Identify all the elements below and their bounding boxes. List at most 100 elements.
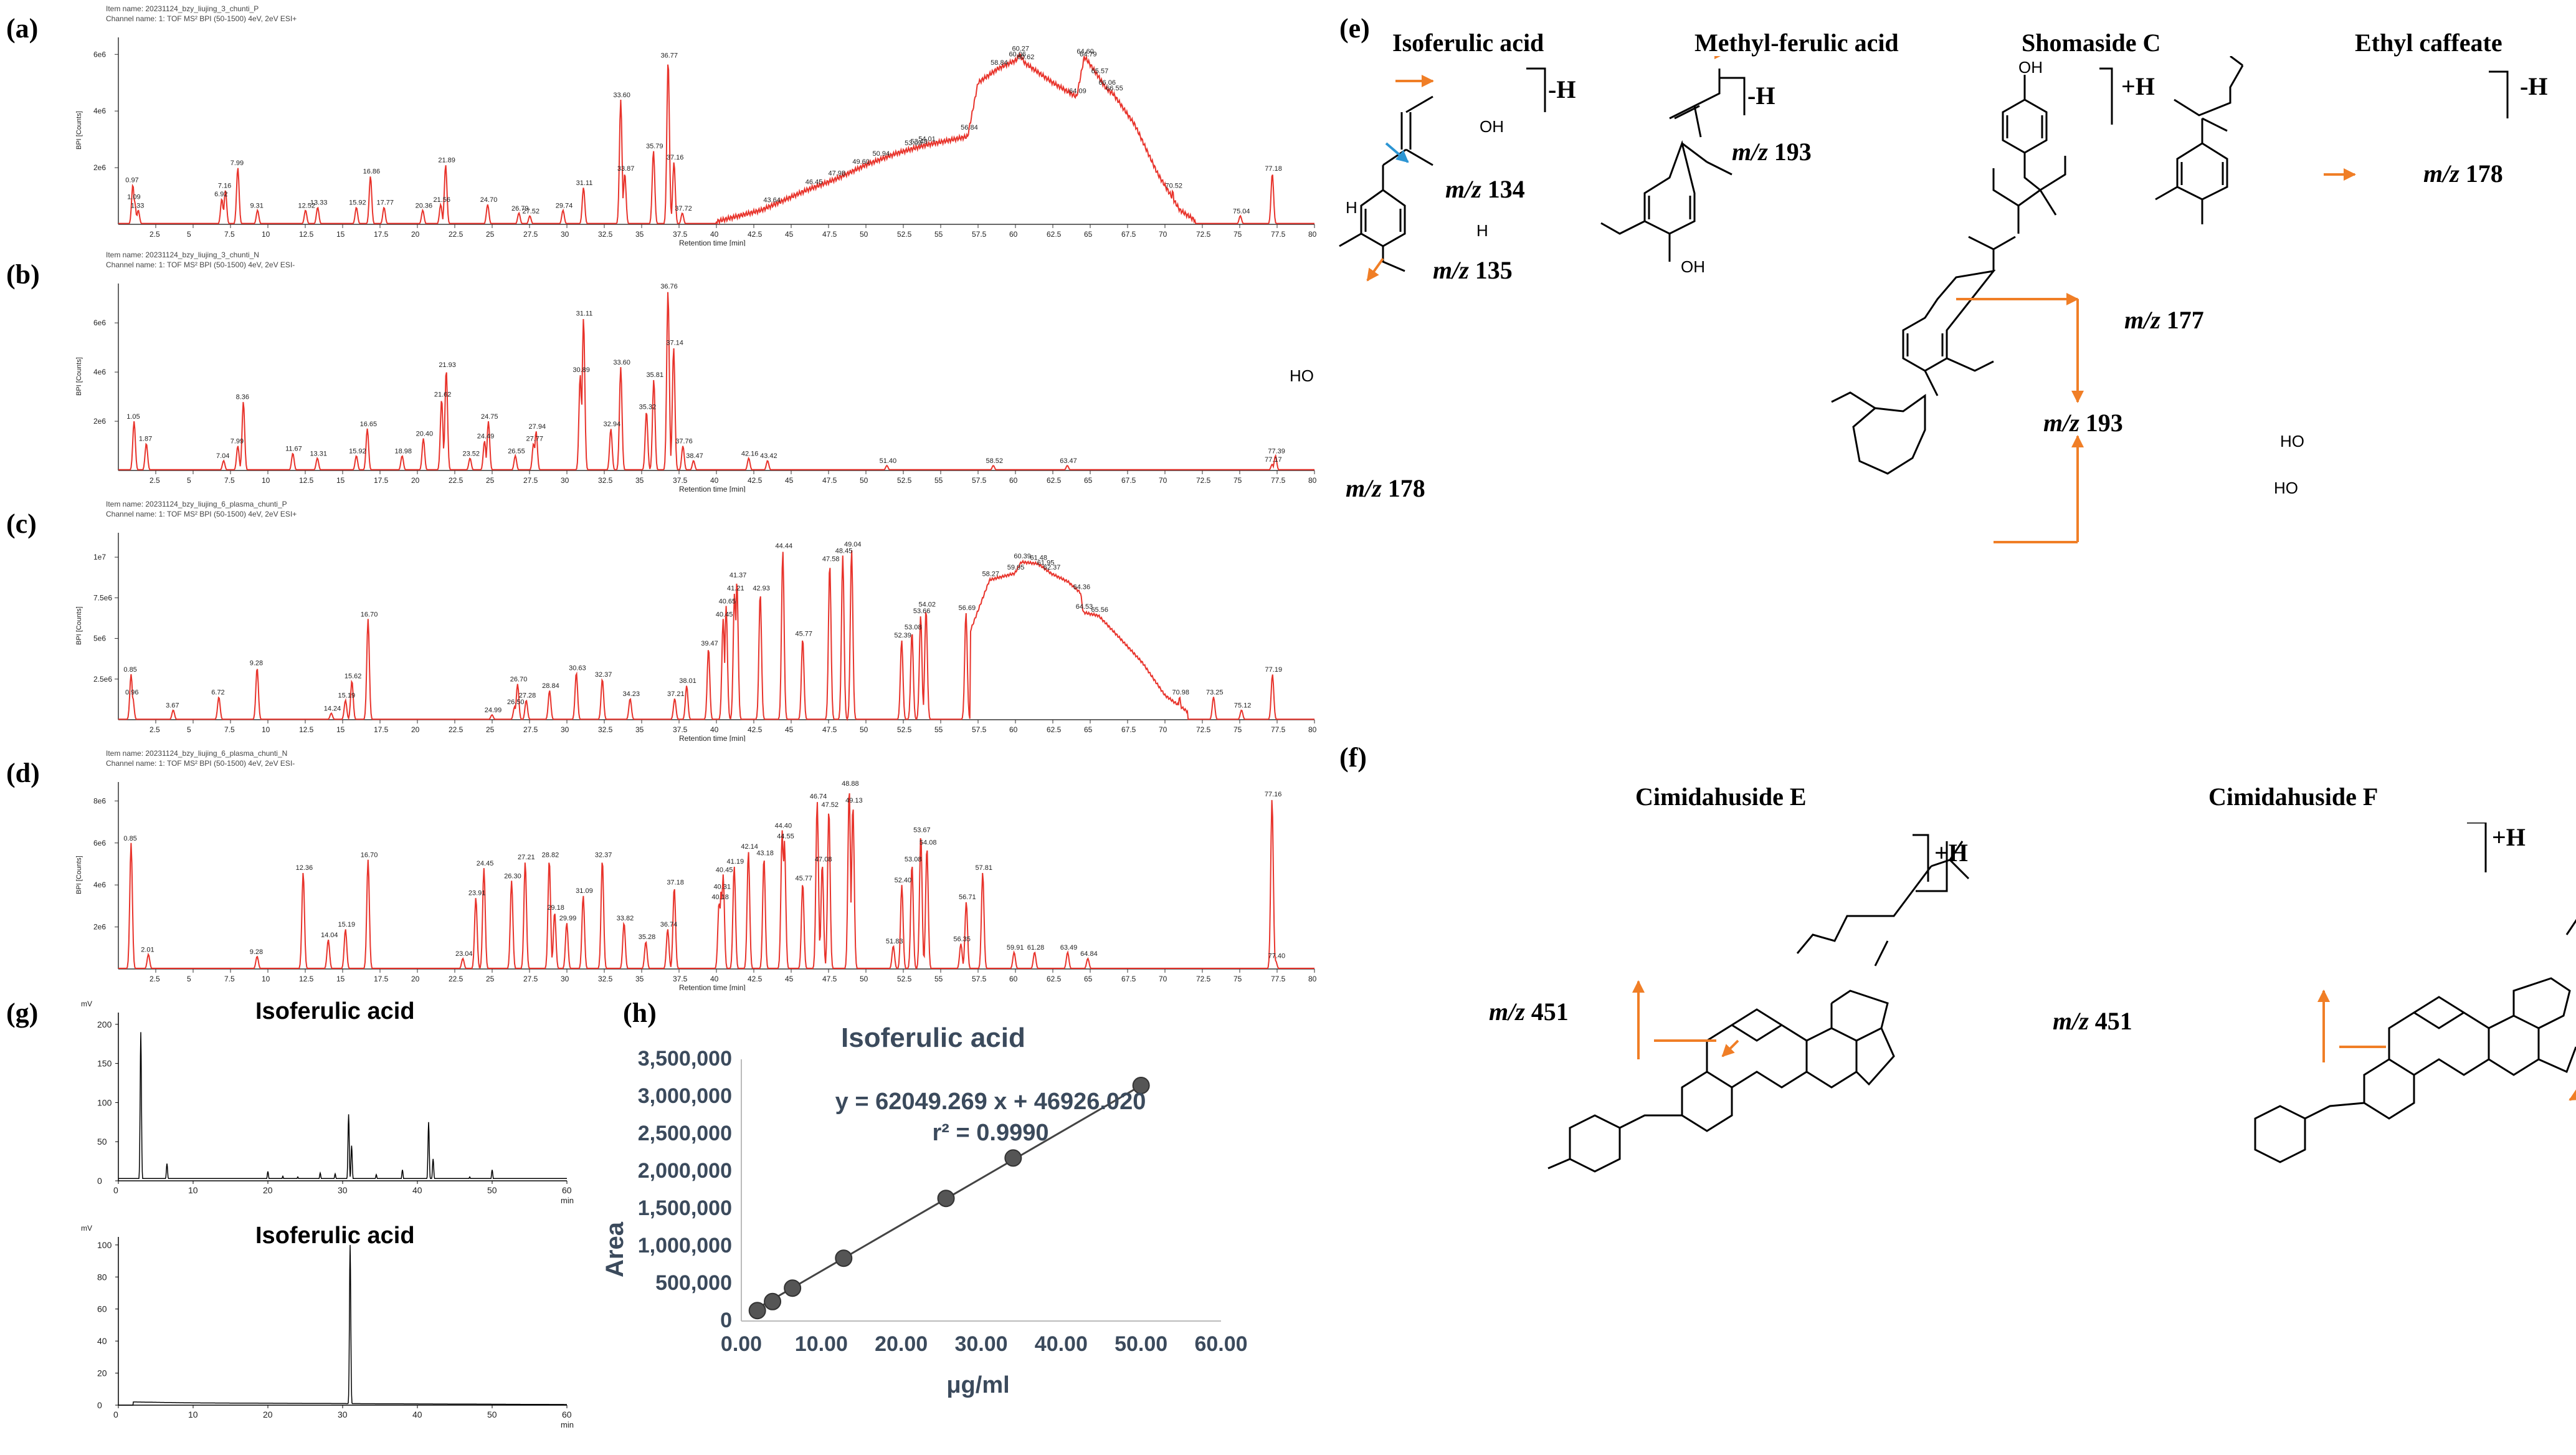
x-tick-label: 17.5 bbox=[374, 975, 389, 983]
hplc-title: Isoferulic acid bbox=[255, 998, 415, 1024]
peak-label: 30.89 bbox=[573, 366, 590, 374]
x-tick-label: 0.00 bbox=[721, 1332, 762, 1356]
fragment-label-134: m/z 134 bbox=[1445, 175, 1525, 203]
y-tick-label: 0 bbox=[97, 1176, 102, 1186]
panel-label-b: (b) bbox=[6, 259, 40, 290]
peak-label: 47.98 bbox=[829, 169, 846, 177]
x-tick-label: 10.00 bbox=[795, 1332, 848, 1356]
x-tick-label: 62.5 bbox=[1047, 725, 1062, 734]
peak-label: 41.37 bbox=[730, 572, 747, 580]
peak-label: 53.66 bbox=[913, 608, 931, 615]
data-point bbox=[784, 1279, 802, 1297]
peak-label: 42.16 bbox=[741, 450, 759, 457]
x-tick-label: 2.5 bbox=[150, 476, 160, 485]
x-tick-label: 30 bbox=[561, 975, 569, 983]
peak-label: 26.79 bbox=[511, 205, 529, 212]
x-tick-label: 50 bbox=[860, 975, 868, 983]
x-tick-label: 22.5 bbox=[449, 230, 463, 239]
x-tick-label: 75 bbox=[1233, 725, 1242, 734]
peak-label: 51.83 bbox=[886, 938, 903, 945]
peak-label: 15.19 bbox=[338, 921, 356, 928]
peak-label: 60.62 bbox=[1017, 54, 1035, 61]
compound-name-cimidahuside-e: Cimidahuside E bbox=[1635, 783, 1807, 811]
peak-label: 54.01 bbox=[918, 136, 936, 143]
x-tick-label: 42.5 bbox=[748, 476, 763, 485]
peak-label: 24.49 bbox=[477, 433, 495, 441]
x-tick-label: 15 bbox=[336, 725, 345, 734]
x-tick-label: 45 bbox=[785, 725, 794, 734]
peak-label: 35.28 bbox=[639, 933, 656, 941]
y-axis-label: Area bbox=[604, 1221, 629, 1277]
peak-label: 37.16 bbox=[667, 154, 684, 161]
x-tick-label: 40 bbox=[710, 230, 719, 239]
x-tick-label: 42.5 bbox=[748, 725, 763, 734]
peak-label: 29.74 bbox=[556, 202, 573, 209]
x-tick-label: 30 bbox=[338, 1410, 348, 1419]
y-tick-label: 100 bbox=[97, 1097, 112, 1107]
peak-label: 12.36 bbox=[296, 864, 313, 872]
hplc-title: Isoferulic acid bbox=[255, 1223, 415, 1249]
peak-label: 60.27 bbox=[1012, 45, 1029, 52]
peak-label: 0.97 bbox=[125, 176, 138, 184]
x-tick-label: 57.5 bbox=[972, 476, 987, 485]
x-tick-label: 57.5 bbox=[972, 975, 987, 983]
x-tick-label: 55 bbox=[934, 725, 943, 734]
peak-label: 39.47 bbox=[701, 640, 718, 647]
peak-label: 48.88 bbox=[842, 780, 859, 788]
x-tick-label: 7.5 bbox=[224, 725, 235, 734]
chart-title: Isoferulic acid bbox=[841, 1023, 1025, 1053]
x-tick-label: 65 bbox=[1084, 725, 1093, 734]
peak-label: 60.06 bbox=[1009, 50, 1026, 58]
peak-label: 64.84 bbox=[1080, 950, 1098, 958]
x-tick-label: 15 bbox=[336, 476, 345, 485]
peak-label: 77.18 bbox=[1265, 165, 1282, 173]
peak-label: 33.60 bbox=[613, 92, 630, 99]
y-tick-label: 2,500,000 bbox=[638, 1122, 732, 1145]
calibration-chart: Isoferulic acid 0 500,000 1,000,000 1,500,00… bbox=[604, 1023, 1248, 1398]
chromatogram-channel-name: Channel name: 1: TOF MS² BPI (50-1500) 4… bbox=[106, 510, 297, 518]
peak-label: 46.74 bbox=[810, 793, 827, 800]
x-tick-label: 70 bbox=[1159, 230, 1167, 239]
panel-label-c: (c) bbox=[6, 508, 37, 539]
x-tick-label: 65 bbox=[1084, 230, 1093, 239]
hplc-trace bbox=[118, 1032, 567, 1179]
fragment-label-178-ethyl: m/z 178 bbox=[2423, 160, 2503, 188]
x-tick-label: 27.5 bbox=[523, 476, 538, 485]
y-tick-label: 0 bbox=[97, 1400, 102, 1410]
x-tick-label: 40 bbox=[710, 975, 719, 983]
x-tick-label: 50 bbox=[487, 1185, 497, 1195]
peak-label: 64.36 bbox=[1073, 584, 1091, 591]
peak-label: 47.52 bbox=[821, 801, 839, 809]
peak-label: 33.82 bbox=[617, 915, 634, 922]
x-tick-label: 22.5 bbox=[449, 975, 463, 983]
peak-label: 15.19 bbox=[338, 692, 356, 700]
peak-label: 9.28 bbox=[250, 948, 263, 956]
y-tick-label: 4e6 bbox=[93, 107, 106, 115]
peak-label: 57.81 bbox=[975, 864, 992, 872]
peak-label: 7.16 bbox=[218, 182, 231, 189]
peak-label: 63.49 bbox=[1060, 944, 1078, 952]
atom-ho: HO bbox=[1290, 366, 1314, 385]
peak-label: 49.04 bbox=[844, 541, 862, 548]
peak-label: 3.67 bbox=[166, 702, 179, 709]
x-axis-label: Retention time [min] bbox=[679, 983, 746, 991]
peak-label: 26.55 bbox=[508, 447, 525, 455]
x-tick-label: 62.5 bbox=[1047, 975, 1062, 983]
x-tick-label: 20 bbox=[411, 476, 420, 485]
x-tick-label: 75 bbox=[1233, 476, 1242, 485]
adduct-cimidahuside-f: +H bbox=[2492, 823, 2526, 851]
x-tick-label: 72.5 bbox=[1196, 975, 1211, 983]
atom-oh-methyl: OH bbox=[1681, 257, 1705, 276]
ethyl-caffeate-structure bbox=[2155, 56, 2244, 224]
cimidahuside-e-structure bbox=[1547, 841, 2576, 1173]
peak-label: 0.85 bbox=[123, 835, 136, 842]
x-tick-label: 50 bbox=[860, 476, 868, 485]
peak-label: 56.84 bbox=[961, 124, 978, 131]
x-tick-label: 45 bbox=[785, 230, 794, 239]
peak-label: 61.95 bbox=[1037, 559, 1055, 566]
x-tick-label: 80 bbox=[1308, 230, 1317, 239]
fragment-label-193-shomaside: m/z 193 bbox=[2043, 409, 2123, 437]
peak-label: 11.67 bbox=[285, 445, 302, 452]
peak-label: 40.45 bbox=[716, 866, 733, 874]
